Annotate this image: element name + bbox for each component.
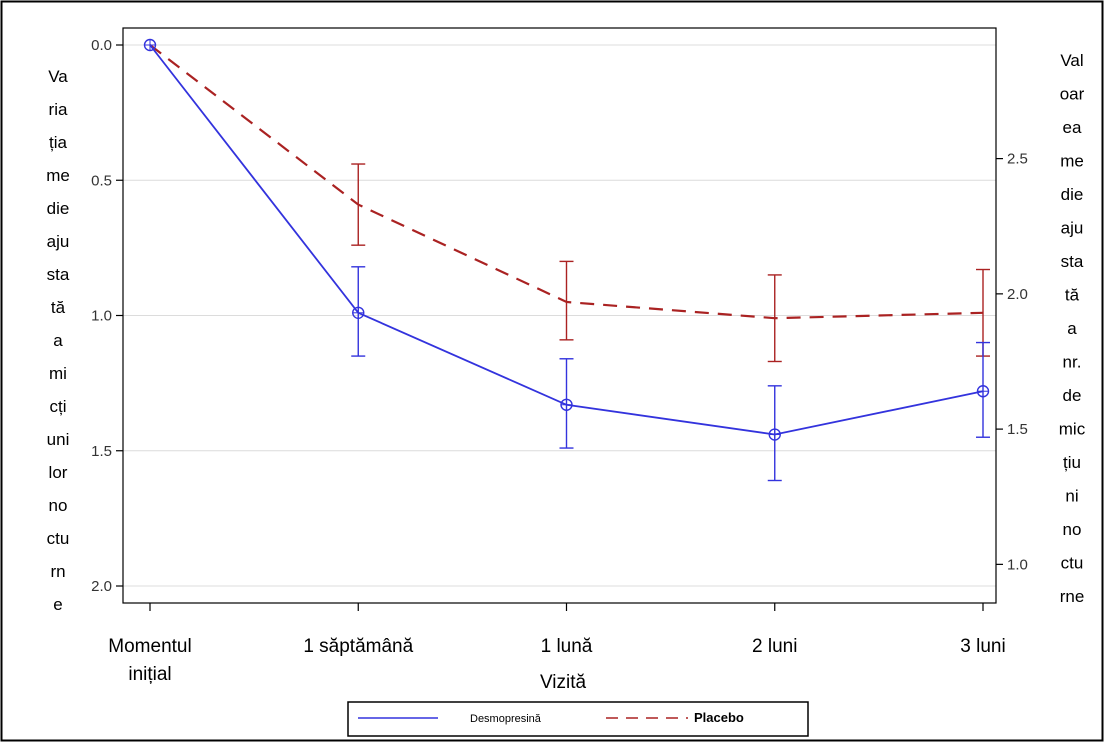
right-y-label-line: sta (1061, 252, 1084, 271)
right-y-label-line: mic (1059, 420, 1086, 439)
legend-label-placebo: Placebo (694, 710, 744, 725)
data-point (143, 38, 157, 52)
series-desmopresina (143, 38, 990, 482)
right-y-axis: 2.5 2.0 1.5 1.0 (996, 151, 1028, 573)
left-y-label-line: a (53, 331, 63, 350)
left-y-label-line: die (47, 199, 70, 218)
left-y-label-line: cți (50, 397, 67, 416)
data-point (768, 428, 781, 441)
left-y-label-line: mi (49, 364, 67, 383)
left-y-label-line: ctu (47, 529, 70, 548)
x-tick-label: 2 luni (752, 636, 797, 657)
error-bar (767, 274, 782, 363)
x-tick-label: 3 luni (960, 636, 1005, 657)
right-y-label-line: no (1063, 520, 1082, 539)
right-y-label-line: ni (1065, 487, 1078, 506)
left-y-label-line: e (53, 595, 62, 614)
legend-box (347, 701, 809, 737)
right-y-label-line: a (1067, 319, 1077, 338)
left-y-axis-label: Va ria ția me die aju sta tă a mi cți uni lor no ctu rn… (46, 67, 70, 614)
left-y-axis: 0.0 0.5 1.0 1.5 2.0 (91, 37, 123, 595)
left-tick-label: 0.5 (91, 172, 112, 189)
right-y-label-line: nr. (1063, 353, 1082, 372)
x-tick-label: 1 lună (541, 636, 593, 657)
x-axis-label: Vizită (540, 672, 587, 693)
error-bar (351, 163, 366, 246)
left-y-label-line: rn (50, 562, 65, 581)
right-y-label-line: me (1060, 152, 1084, 171)
right-y-label-line: rne (1060, 587, 1085, 606)
error-bar (559, 260, 574, 341)
legend: Desmopresină Placebo (347, 701, 809, 737)
left-y-label-line: sta (47, 265, 70, 284)
right-y-label-line: ea (1063, 118, 1082, 137)
right-y-label-line: aju (1061, 219, 1084, 238)
right-tick-label: 1.5 (1007, 421, 1028, 438)
right-tick-label: 2.0 (1007, 286, 1028, 303)
right-tick-label: 1.0 (1007, 556, 1028, 573)
left-tick-label: 1.5 (91, 443, 112, 460)
right-y-label-line: oar (1060, 85, 1085, 104)
right-y-label-line: ctu (1061, 554, 1084, 573)
left-y-label-line: ția (49, 133, 68, 152)
gridlines (123, 44, 996, 587)
left-tick-label: 0.0 (91, 37, 112, 54)
series-placebo (149, 44, 990, 363)
right-y-label-line: țiu (1063, 453, 1081, 472)
left-y-label-line: uni (47, 430, 70, 449)
left-y-label-line: lor (49, 463, 68, 482)
left-tick-label: 1.0 (91, 308, 112, 325)
left-y-label-line: tă (51, 298, 66, 317)
left-y-label-line: aju (47, 232, 70, 251)
left-y-label-line: me (46, 166, 70, 185)
right-tick-label: 2.5 (1007, 151, 1028, 168)
right-y-label-line: tă (1065, 286, 1080, 305)
left-y-label-line: no (49, 496, 68, 515)
series-layer (143, 38, 990, 482)
x-axis: Momentul inițial 1 săptămână 1 lună 2 luni 3 … (108, 603, 1006, 685)
right-y-label-line: de (1063, 386, 1082, 405)
right-y-label-line: die (1061, 185, 1084, 204)
x-tick-label: inițial (128, 664, 171, 685)
right-y-label-line: Val (1060, 51, 1083, 70)
left-tick-label: 2.0 (91, 578, 112, 595)
left-y-label-line: ria (49, 100, 68, 119)
data-point (560, 398, 573, 411)
left-y-label-line: Va (48, 67, 68, 86)
data-point (976, 385, 990, 398)
x-tick-label: Momentul (108, 636, 191, 657)
x-tick-label: 1 săptămână (303, 636, 413, 657)
data-point (352, 306, 365, 319)
legend-label-desmopresina: Desmopresină (470, 713, 542, 725)
right-y-axis-label: Val oar ea me die aju sta tă a nr. de mic țiu ni no ctu… (1059, 51, 1086, 606)
